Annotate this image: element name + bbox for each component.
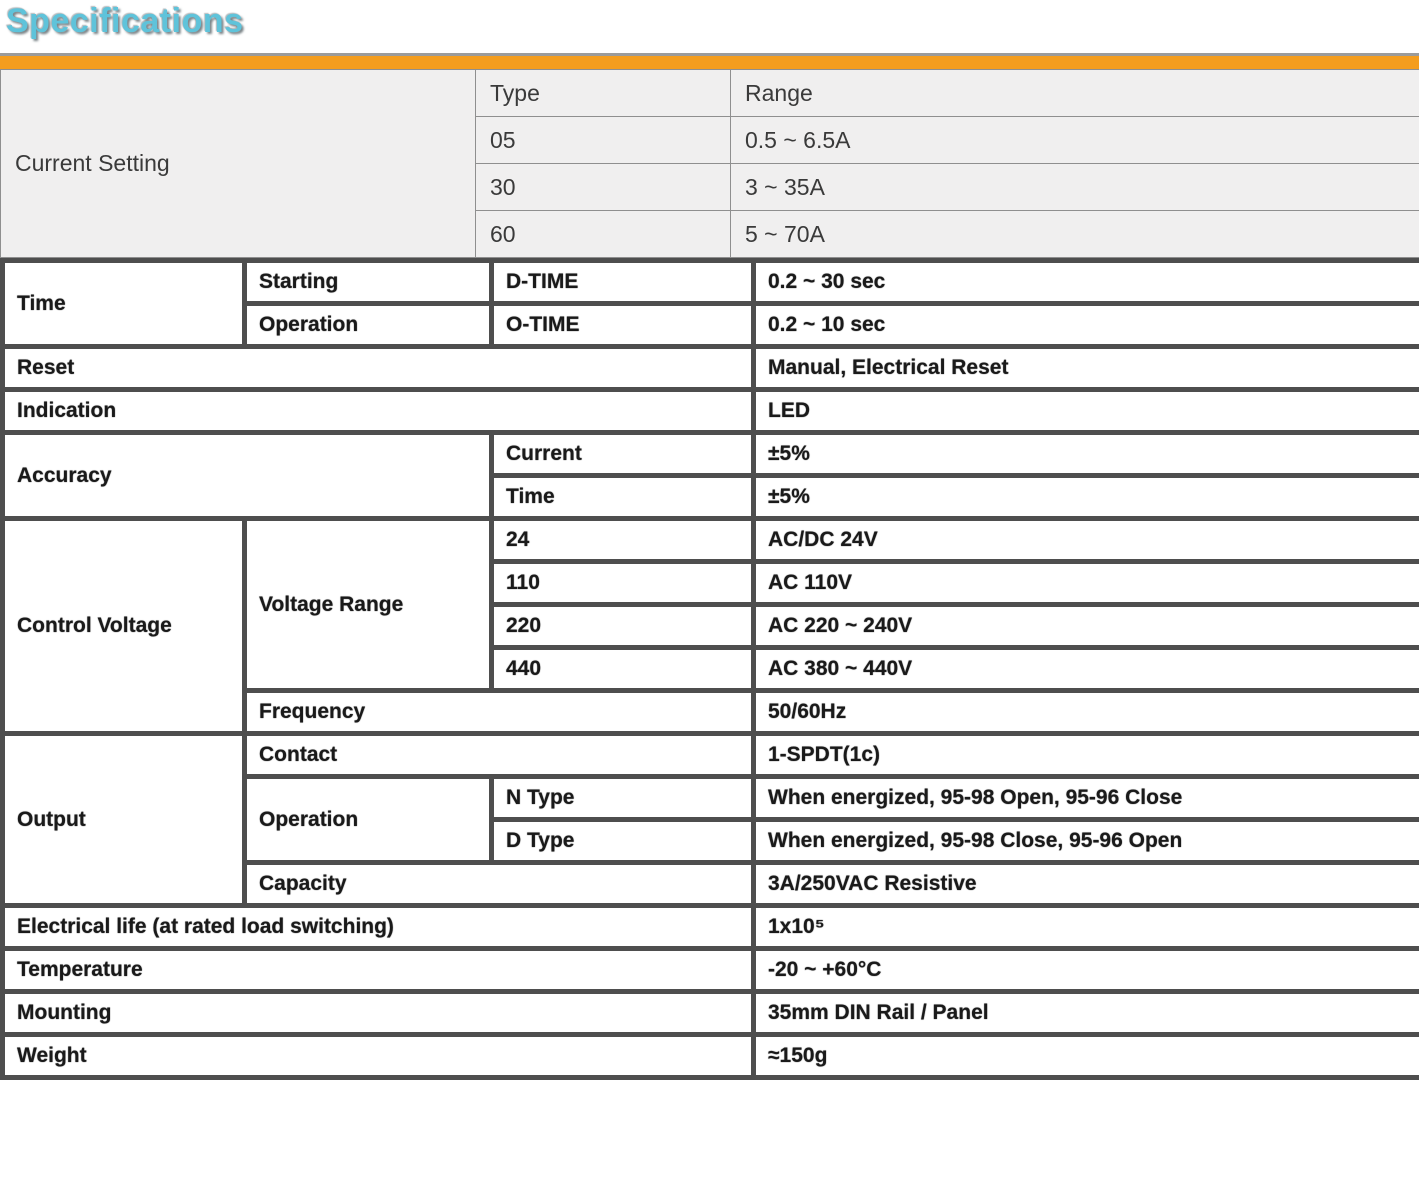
frequency-value: 50/60Hz bbox=[754, 691, 1419, 734]
range-cell: 0.5 ~ 6.5A bbox=[731, 117, 1419, 164]
table-row: Accuracy Current ±5% bbox=[3, 433, 1419, 476]
contact-value: 1-SPDT(1c) bbox=[754, 734, 1419, 777]
accent-divider bbox=[0, 53, 1419, 69]
n-type-label: N Type bbox=[492, 777, 754, 820]
temperature-value: -20 ~ +60°C bbox=[754, 949, 1419, 992]
time-starting-value: 0.2 ~ 30 sec bbox=[754, 261, 1419, 304]
table-row: Indication LED bbox=[3, 390, 1419, 433]
time-operation-label: Operation bbox=[245, 304, 492, 347]
indication-value: LED bbox=[754, 390, 1419, 433]
d-type-label: D Type bbox=[492, 820, 754, 863]
range-cell: 5 ~ 70A bbox=[731, 211, 1419, 258]
capacity-value: 3A/250VAC Resistive bbox=[754, 863, 1419, 906]
voltage-value: AC 220 ~ 240V bbox=[754, 605, 1419, 648]
table-row: Current Setting Type Range bbox=[1, 70, 1419, 117]
page-title: Specifications bbox=[6, 2, 1419, 41]
electrical-life-label: Electrical life (at rated load switching… bbox=[3, 906, 754, 949]
voltage-value: AC 110V bbox=[754, 562, 1419, 605]
table-row: Reset Manual, Electrical Reset bbox=[3, 347, 1419, 390]
reset-label: Reset bbox=[3, 347, 754, 390]
voltage-code: 24 bbox=[492, 519, 754, 562]
column-header-range: Range bbox=[731, 70, 1419, 117]
accuracy-current-value: ±5% bbox=[754, 433, 1419, 476]
voltage-range-label: Voltage Range bbox=[245, 519, 492, 691]
table-row: Output Contact 1-SPDT(1c) bbox=[3, 734, 1419, 777]
reset-value: Manual, Electrical Reset bbox=[754, 347, 1419, 390]
accuracy-section-label: Accuracy bbox=[3, 433, 492, 519]
table-row: Electrical life (at rated load switching… bbox=[3, 906, 1419, 949]
type-cell: 05 bbox=[476, 117, 731, 164]
time-starting-code: D-TIME bbox=[492, 261, 754, 304]
time-operation-value: 0.2 ~ 10 sec bbox=[754, 304, 1419, 347]
capacity-label: Capacity bbox=[245, 863, 754, 906]
d-type-value: When energized, 95-98 Close, 95-96 Open bbox=[754, 820, 1419, 863]
accuracy-current-label: Current bbox=[492, 433, 754, 476]
type-cell: 30 bbox=[476, 164, 731, 211]
output-section-label: Output bbox=[3, 734, 245, 906]
voltage-value: AC 380 ~ 440V bbox=[754, 648, 1419, 691]
accuracy-time-value: ±5% bbox=[754, 476, 1419, 519]
temperature-label: Temperature bbox=[3, 949, 754, 992]
table-row: Time Starting D-TIME 0.2 ~ 30 sec bbox=[3, 261, 1419, 304]
voltage-value: AC/DC 24V bbox=[754, 519, 1419, 562]
weight-label: Weight bbox=[3, 1035, 754, 1078]
weight-value: ≈150g bbox=[754, 1035, 1419, 1078]
range-cell: 3 ~ 35A bbox=[731, 164, 1419, 211]
contact-label: Contact bbox=[245, 734, 754, 777]
column-header-type: Type bbox=[476, 70, 731, 117]
voltage-code: 440 bbox=[492, 648, 754, 691]
frequency-label: Frequency bbox=[245, 691, 754, 734]
mounting-label: Mounting bbox=[3, 992, 754, 1035]
current-setting-table: Current Setting Type Range 05 0.5 ~ 6.5A… bbox=[0, 69, 1419, 258]
table-row: Temperature -20 ~ +60°C bbox=[3, 949, 1419, 992]
n-type-value: When energized, 95-98 Open, 95-96 Close bbox=[754, 777, 1419, 820]
table-row: Mounting 35mm DIN Rail / Panel bbox=[3, 992, 1419, 1035]
time-section-label: Time bbox=[3, 261, 245, 347]
specifications-table: Time Starting D-TIME 0.2 ~ 30 sec Operat… bbox=[0, 258, 1419, 1080]
current-setting-label: Current Setting bbox=[1, 70, 476, 258]
indication-label: Indication bbox=[3, 390, 754, 433]
table-row: Weight ≈150g bbox=[3, 1035, 1419, 1078]
table-row: Control Voltage Voltage Range 24 AC/DC 2… bbox=[3, 519, 1419, 562]
voltage-code: 110 bbox=[492, 562, 754, 605]
control-voltage-section-label: Control Voltage bbox=[3, 519, 245, 734]
accuracy-time-label: Time bbox=[492, 476, 754, 519]
voltage-code: 220 bbox=[492, 605, 754, 648]
time-operation-code: O-TIME bbox=[492, 304, 754, 347]
output-operation-label: Operation bbox=[245, 777, 492, 863]
type-cell: 60 bbox=[476, 211, 731, 258]
electrical-life-value: 1x10⁵ bbox=[754, 906, 1419, 949]
time-starting-label: Starting bbox=[245, 261, 492, 304]
mounting-value: 35mm DIN Rail / Panel bbox=[754, 992, 1419, 1035]
